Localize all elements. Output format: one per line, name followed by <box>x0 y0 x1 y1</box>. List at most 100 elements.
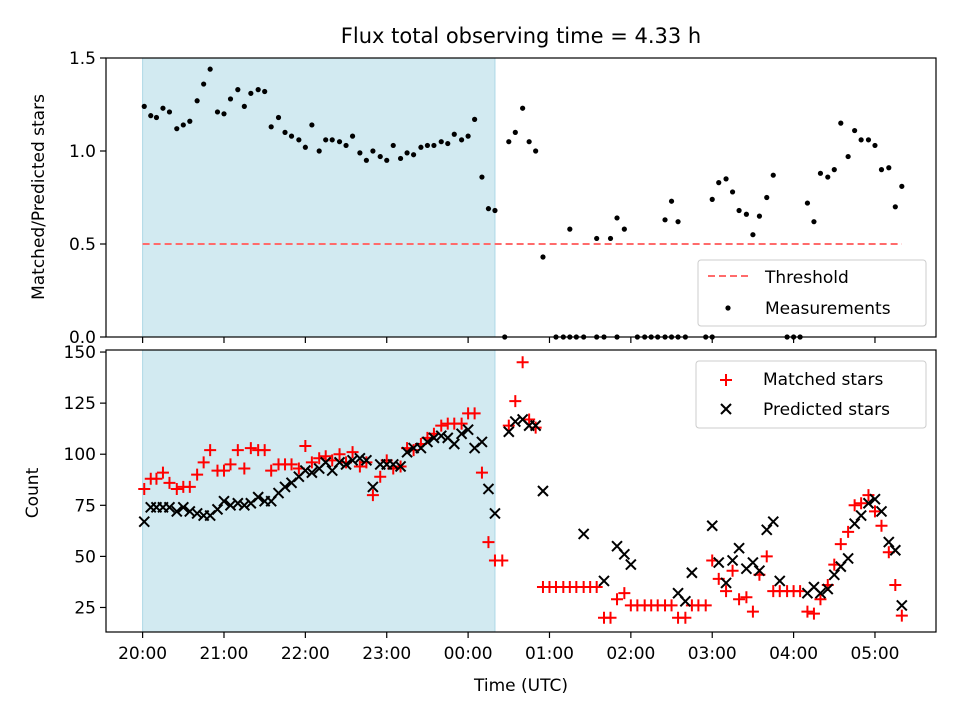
measurement-point <box>153 114 160 121</box>
measurement-point <box>160 105 166 111</box>
matched-point <box>611 593 624 606</box>
predicted-point <box>822 583 834 595</box>
bottom-observing-window <box>142 349 496 633</box>
predicted-point <box>163 501 176 514</box>
measurement-point <box>424 142 431 149</box>
matched-legend-swatch <box>720 374 732 386</box>
matched-point <box>305 456 318 469</box>
matched-point <box>183 480 196 493</box>
measurement-point <box>668 198 675 204</box>
predicted-point <box>455 428 468 440</box>
x-tick-label: 03:00 <box>688 644 737 664</box>
matched-point <box>665 599 678 612</box>
predicted-point <box>354 452 366 465</box>
predicted-point <box>529 419 542 432</box>
predicted-point <box>598 575 610 587</box>
x-tick-label: 02:00 <box>606 644 655 664</box>
matched-point <box>217 464 230 477</box>
measurement-point <box>194 98 200 104</box>
predicted-point <box>537 485 549 497</box>
matched-point <box>814 593 827 606</box>
predicted-point <box>482 483 495 495</box>
predicted-point <box>448 438 460 450</box>
measurement-point <box>302 144 308 150</box>
measurement-point <box>207 66 213 72</box>
count-panel: 25 50 75 100 125 150 20:00 21:00 22:00 23:00 00:00… <box>64 343 937 664</box>
measurement-point <box>336 139 343 145</box>
top-y-axis-label: Matched/Predicted stars <box>29 94 49 300</box>
matched-point <box>150 472 163 485</box>
matched-point <box>468 407 481 420</box>
matched-point <box>191 468 204 481</box>
matched-point <box>156 466 169 479</box>
predicted-point <box>577 528 590 540</box>
predicted-point <box>238 499 251 512</box>
measurement-point <box>567 226 573 232</box>
measurement-point <box>214 109 221 115</box>
measurement-point <box>825 174 831 180</box>
matched-point <box>366 489 379 502</box>
predicted-point <box>713 556 725 569</box>
x-tick-label: 00:00 <box>444 644 493 664</box>
predicted-point <box>218 495 230 507</box>
measurement-point <box>729 189 736 195</box>
measurement-point <box>227 96 234 102</box>
predicted-point <box>753 564 766 577</box>
measurement-point <box>343 142 349 149</box>
matched-point <box>720 585 733 598</box>
predicted-point <box>340 458 352 471</box>
matched-point <box>862 489 875 502</box>
measurement-point <box>845 153 851 160</box>
measurement-point <box>479 174 485 180</box>
bottom-y-tick-label: 150 <box>64 343 96 363</box>
bottom-y-tick-label: 25 <box>74 598 96 618</box>
top-y-tick-label: 0.0 <box>69 328 96 348</box>
measurement-point <box>282 129 288 135</box>
matched-point <box>848 499 861 512</box>
measurement-point <box>166 109 173 115</box>
bottom-legend-box <box>695 360 927 429</box>
matched-point <box>523 413 536 426</box>
measurement-point <box>187 118 193 124</box>
matched-point <box>868 505 881 518</box>
measurement-point <box>614 215 620 221</box>
measurements-legend-swatch <box>725 305 731 311</box>
predicted-point <box>720 577 732 589</box>
measurement-point <box>512 129 518 135</box>
measurement-point <box>506 139 512 145</box>
predicted-point <box>828 569 840 581</box>
x-tick-label: 23:00 <box>362 644 411 664</box>
measurement-point <box>723 176 729 182</box>
matched-point <box>435 419 448 432</box>
measurement-point <box>736 207 742 214</box>
measurement-point <box>275 114 282 121</box>
measurement-point <box>316 148 322 154</box>
measurement-point <box>390 142 396 149</box>
predicted-point <box>761 524 773 536</box>
matched-point <box>231 444 244 457</box>
matched-point <box>285 458 298 471</box>
matched-point <box>204 444 217 457</box>
x-tick-label: 20:00 <box>118 644 167 664</box>
measurement-point <box>892 204 898 210</box>
measurement-point <box>520 105 526 111</box>
matched-point <box>801 605 814 618</box>
top-observing-window <box>142 57 496 338</box>
predicted-point <box>733 542 745 554</box>
measurement-point <box>804 200 811 206</box>
measurement-point <box>221 111 227 117</box>
measurement-point <box>465 133 471 139</box>
predicted-point <box>421 436 434 448</box>
matched-point <box>726 564 739 577</box>
predicted-point <box>814 587 827 599</box>
measurement-point <box>594 235 600 242</box>
x-tick-label: 04:00 <box>769 644 818 664</box>
matched-point <box>699 599 712 612</box>
measurement-point <box>370 148 376 154</box>
measurement-point <box>485 206 492 212</box>
matched-point <box>319 450 332 463</box>
predicted-point <box>889 544 902 556</box>
predicted-point <box>726 554 739 567</box>
predicted-point <box>503 426 515 438</box>
measurement-point <box>899 183 905 189</box>
